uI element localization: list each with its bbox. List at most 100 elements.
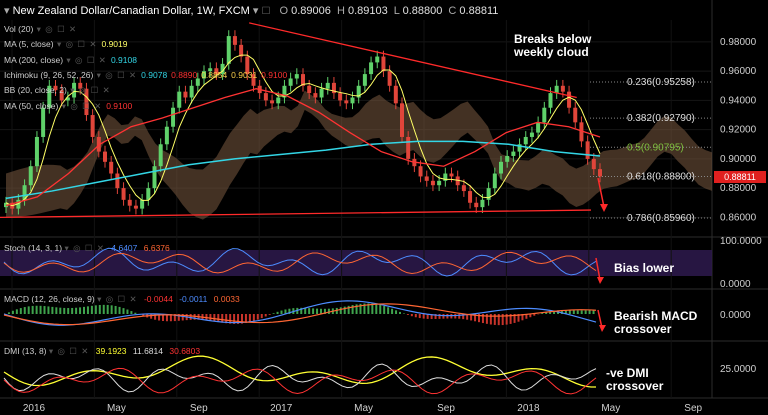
- macd-histogram-bar: [169, 314, 172, 322]
- macd-histogram-bar: [67, 308, 70, 314]
- macd-histogram-bar: [35, 305, 38, 314]
- settings-icon[interactable]: ☐: [261, 6, 271, 17]
- candle-body: [573, 107, 578, 123]
- macd-histogram-bar: [7, 312, 10, 314]
- macd-histogram-bar: [134, 312, 137, 314]
- indicator-value: 0.9100: [106, 100, 133, 111]
- macd-histogram-bar: [11, 310, 14, 314]
- macd-histogram-bar: [209, 314, 212, 321]
- macd-histogram-bar: [71, 307, 74, 314]
- chevron-down-icon[interactable]: ▾: [4, 5, 10, 17]
- macd-histogram-bar: [173, 314, 176, 322]
- candle-body: [183, 91, 188, 98]
- minus-di-line: [3, 367, 597, 395]
- bearish-arrow-head: [600, 204, 608, 212]
- chart-header: ▾ New Zealand Dollar/Canadian Dollar, 1W…: [4, 4, 498, 17]
- macd-histogram-bar: [438, 314, 441, 319]
- indicator-controls[interactable]: ▾ ◎ ☐ ✕: [63, 54, 107, 65]
- candle-body: [96, 136, 101, 152]
- dmi-title: DMI (13, 8): [4, 346, 47, 356]
- indicator-controls[interactable]: ▾ ◎ ☐ ✕: [33, 24, 78, 34]
- macd-histogram-bar: [189, 314, 192, 320]
- panel-controls[interactable]: ▾ ◎ ☐ ✕: [48, 346, 90, 356]
- macd-histogram-bar: [90, 305, 93, 314]
- indicator-label: MA (5, close): [4, 39, 54, 50]
- indicator-controls[interactable]: ▾ ◎ ☐ ✕: [66, 85, 111, 96]
- macd-histogram-bar: [375, 304, 378, 314]
- macd-title: MACD (12, 26, close, 9): [4, 294, 95, 304]
- indicator-controls[interactable]: ▾ ◎ ☐ ✕: [93, 69, 138, 80]
- macd-histogram-bar: [406, 314, 409, 315]
- ohlc-high-label: H: [336, 5, 345, 17]
- macd-histogram-bar: [114, 305, 117, 314]
- macd-histogram-bar: [521, 314, 524, 321]
- y-tick-label: 0.96000: [720, 66, 757, 77]
- macd-histogram-bar: [221, 314, 224, 323]
- candle-body: [109, 161, 114, 174]
- candle-body: [418, 166, 423, 177]
- macd-histogram-bar: [106, 304, 109, 314]
- candle-body: [127, 199, 132, 206]
- panel-controls[interactable]: ▾ ◎ ☐ ✕: [64, 243, 106, 253]
- macd-histogram-bar: [83, 306, 85, 314]
- macd-histogram-bar: [505, 314, 508, 325]
- candle-body: [430, 180, 435, 186]
- macd-histogram-bar: [165, 314, 168, 322]
- adx-line: [3, 355, 597, 388]
- y-tick-label: 0.98000: [720, 37, 757, 48]
- macd-histogram-bar: [241, 314, 243, 324]
- chevron-down-icon[interactable]: ▾: [252, 5, 259, 17]
- minus-di-value: 30.6803: [169, 346, 201, 356]
- macd-histogram-bar: [98, 304, 101, 314]
- indicator-controls[interactable]: ▾ ◎ ☐ ✕: [53, 39, 98, 50]
- macd-histogram-bar: [383, 305, 386, 314]
- stoch-panel-label: Stoch (14, 3, 1) ▾ ◎ ☐ ✕ 4.6407 6.6376: [4, 243, 170, 254]
- annotation-line: Bearish MACD: [614, 309, 698, 323]
- fib-level-label: 0.236(0.95258): [627, 77, 695, 88]
- ma50-line: [5, 88, 601, 207]
- annotation-line: Breaks below: [514, 32, 592, 46]
- macd-histogram-bar: [47, 306, 50, 314]
- candle-body: [598, 169, 602, 177]
- candle-body: [22, 185, 27, 200]
- ohlc-high: 0.89103: [347, 5, 388, 17]
- macd-histogram-bar: [533, 314, 536, 316]
- candle-body: [59, 90, 64, 101]
- candle-body: [195, 78, 200, 86]
- annotation-cloud-break: Breaks below weekly cloud: [514, 33, 591, 59]
- y-tick-label: 0.88000: [720, 183, 757, 194]
- candle-body: [146, 188, 151, 200]
- candle-body: [65, 97, 70, 101]
- stoch-tick-label: 100.0000: [720, 236, 762, 247]
- annotation-line: -ve DMI: [606, 366, 649, 380]
- macd-histogram-bar: [458, 314, 461, 319]
- candle-body: [381, 56, 386, 72]
- macd-histogram-bar: [284, 309, 287, 314]
- candle-body: [121, 188, 126, 200]
- panel-controls[interactable]: ▾ ◎ ☐ ✕: [97, 294, 138, 304]
- ohlc-close-label: C: [448, 5, 457, 17]
- macd-histogram-bar: [327, 308, 330, 314]
- macd-histogram-bar: [410, 314, 413, 317]
- macd-histogram-bar: [485, 314, 488, 324]
- macd-histogram-bar: [371, 303, 374, 314]
- candle-body: [356, 85, 361, 98]
- fib-level-label: 0.382(0.92790): [627, 113, 695, 124]
- annotation-line: crossover: [606, 379, 664, 393]
- candle-body: [554, 85, 559, 94]
- candle-body: [208, 68, 213, 72]
- macd-histogram-bar: [402, 313, 405, 314]
- candle-body: [263, 93, 268, 101]
- candle-body: [548, 93, 553, 108]
- macd-histogram-bar: [79, 307, 82, 314]
- annotation-stoch: Bias lower: [614, 261, 675, 275]
- indicator-controls[interactable]: ▾ ◎ ☐ ✕: [58, 100, 103, 111]
- macd-histogram-bar: [225, 314, 228, 324]
- macd-histogram-bar: [304, 307, 307, 314]
- last-price-tag: 0.88811: [714, 171, 766, 183]
- macd-histogram-bar: [497, 314, 500, 326]
- macd-histogram-bar: [422, 314, 425, 319]
- candle-body: [72, 82, 77, 98]
- macd-histogram-bar: [588, 309, 591, 314]
